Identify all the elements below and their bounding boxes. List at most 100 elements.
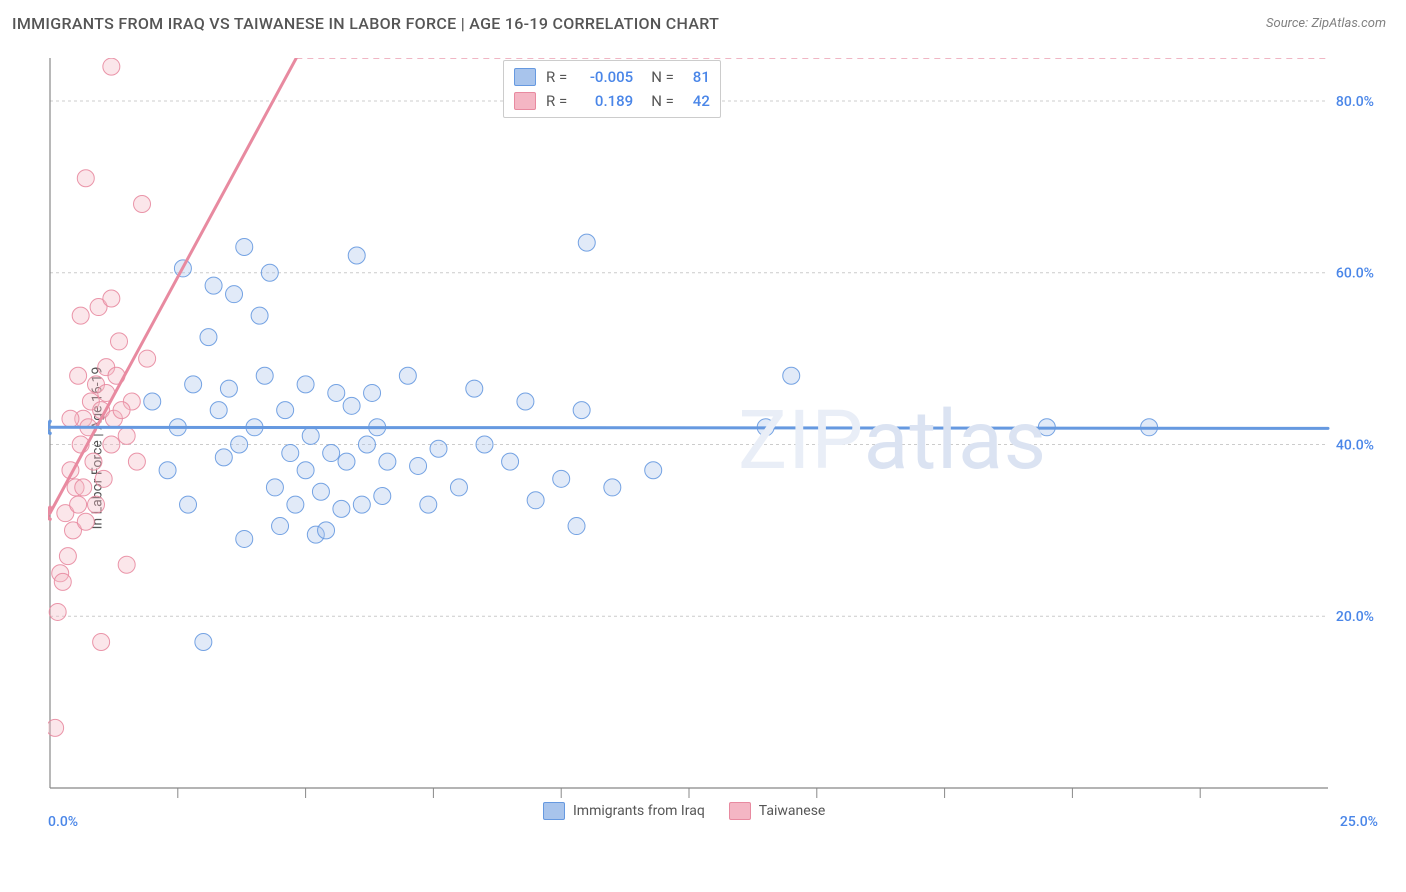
- data-point: [49, 603, 66, 620]
- data-point: [261, 264, 278, 281]
- data-point: [118, 427, 135, 444]
- data-point: [103, 290, 120, 307]
- data-point: [420, 496, 437, 513]
- data-point: [48, 719, 64, 736]
- data-point: [333, 500, 350, 517]
- r-label: R =: [546, 68, 567, 86]
- legend-item: Taiwanese: [729, 802, 826, 820]
- data-point: [139, 350, 156, 367]
- data-point: [272, 518, 289, 535]
- data-point: [348, 247, 365, 264]
- data-point: [364, 384, 381, 401]
- data-point: [353, 496, 370, 513]
- data-point: [77, 170, 94, 187]
- chart-title: IMMIGRANTS FROM IRAQ VS TAIWANESE IN LAB…: [12, 14, 719, 33]
- data-point: [266, 479, 283, 496]
- data-point: [502, 453, 519, 470]
- n-label: N =: [651, 92, 674, 110]
- data-point: [72, 307, 89, 324]
- legend-swatch: [729, 802, 751, 820]
- data-point: [399, 367, 416, 384]
- data-point: [128, 453, 145, 470]
- data-point: [236, 530, 253, 547]
- data-point: [297, 462, 314, 479]
- data-point: [573, 402, 590, 419]
- data-point: [62, 410, 79, 427]
- data-point: [144, 393, 161, 410]
- data-point: [568, 518, 585, 535]
- data-point: [604, 479, 621, 496]
- n-value: 81: [684, 68, 710, 86]
- source-prefix: Source:: [1266, 16, 1311, 31]
- legend-swatch: [543, 802, 565, 820]
- data-point: [180, 496, 197, 513]
- data-point: [70, 496, 87, 513]
- data-point: [88, 496, 105, 513]
- data-point: [118, 556, 135, 573]
- data-point: [282, 445, 299, 462]
- data-point: [226, 286, 243, 303]
- data-point: [215, 449, 232, 466]
- legend-label: Taiwanese: [759, 803, 826, 819]
- legend: Immigrants from IraqTaiwanese: [543, 802, 825, 820]
- correlation-stats-box: R =-0.005N =81R =0.189N =42: [503, 60, 721, 118]
- series-0: [144, 234, 1158, 650]
- data-point: [328, 384, 345, 401]
- stats-row: R =0.189N =42: [514, 89, 710, 113]
- data-point: [379, 453, 396, 470]
- data-point: [410, 457, 427, 474]
- data-point: [231, 436, 248, 453]
- scatter-plot: 20.0% 40.0% 60.0% 80.0% 0.0% 25.0%: [48, 58, 1388, 838]
- data-point: [517, 393, 534, 410]
- n-value: 42: [684, 92, 710, 110]
- data-point: [185, 376, 202, 393]
- x-tick-label: 25.0%: [1340, 814, 1378, 830]
- y-tick-label: 60.0%: [1336, 266, 1374, 282]
- y-tick-label: 80.0%: [1336, 94, 1374, 110]
- data-point: [323, 445, 340, 462]
- data-point: [113, 402, 130, 419]
- stats-row: R = -0.005 N = 81: [514, 65, 710, 89]
- source-attribution: Source: ZipAtlas.com: [1266, 16, 1386, 31]
- series-1: [48, 58, 156, 736]
- legend-swatch: [514, 68, 536, 86]
- data-point: [236, 238, 253, 255]
- data-point: [430, 440, 447, 457]
- data-point: [54, 573, 71, 590]
- data-point: [210, 402, 227, 419]
- data-point: [251, 307, 268, 324]
- data-point: [783, 367, 800, 384]
- data-point: [195, 634, 212, 651]
- data-point: [338, 453, 355, 470]
- data-point: [95, 470, 112, 487]
- data-point: [220, 380, 237, 397]
- legend-swatch: [514, 92, 536, 110]
- data-point: [159, 462, 176, 479]
- data-point: [70, 367, 87, 384]
- data-point: [302, 427, 319, 444]
- data-point: [645, 462, 662, 479]
- data-point: [450, 479, 467, 496]
- data-point: [93, 634, 110, 651]
- data-point: [85, 453, 102, 470]
- y-tick-label: 20.0%: [1336, 609, 1374, 625]
- y-tick-label: 40.0%: [1336, 437, 1374, 453]
- data-point: [59, 548, 76, 565]
- data-point: [287, 496, 304, 513]
- data-point: [103, 58, 120, 75]
- data-point: [358, 436, 375, 453]
- data-point: [134, 196, 151, 213]
- r-value: -0.005: [577, 68, 633, 86]
- data-point: [77, 513, 94, 530]
- data-point: [527, 492, 544, 509]
- n-label: N =: [651, 68, 674, 86]
- x-tick-label: 0.0%: [48, 814, 78, 830]
- data-point: [466, 380, 483, 397]
- source-name: ZipAtlas.com: [1311, 16, 1386, 31]
- data-point: [111, 333, 128, 350]
- data-point: [374, 488, 391, 505]
- data-point: [205, 277, 222, 294]
- chart-header: IMMIGRANTS FROM IRAQ VS TAIWANESE IN LAB…: [0, 0, 1406, 46]
- data-point: [103, 436, 120, 453]
- r-label: R =: [546, 92, 567, 110]
